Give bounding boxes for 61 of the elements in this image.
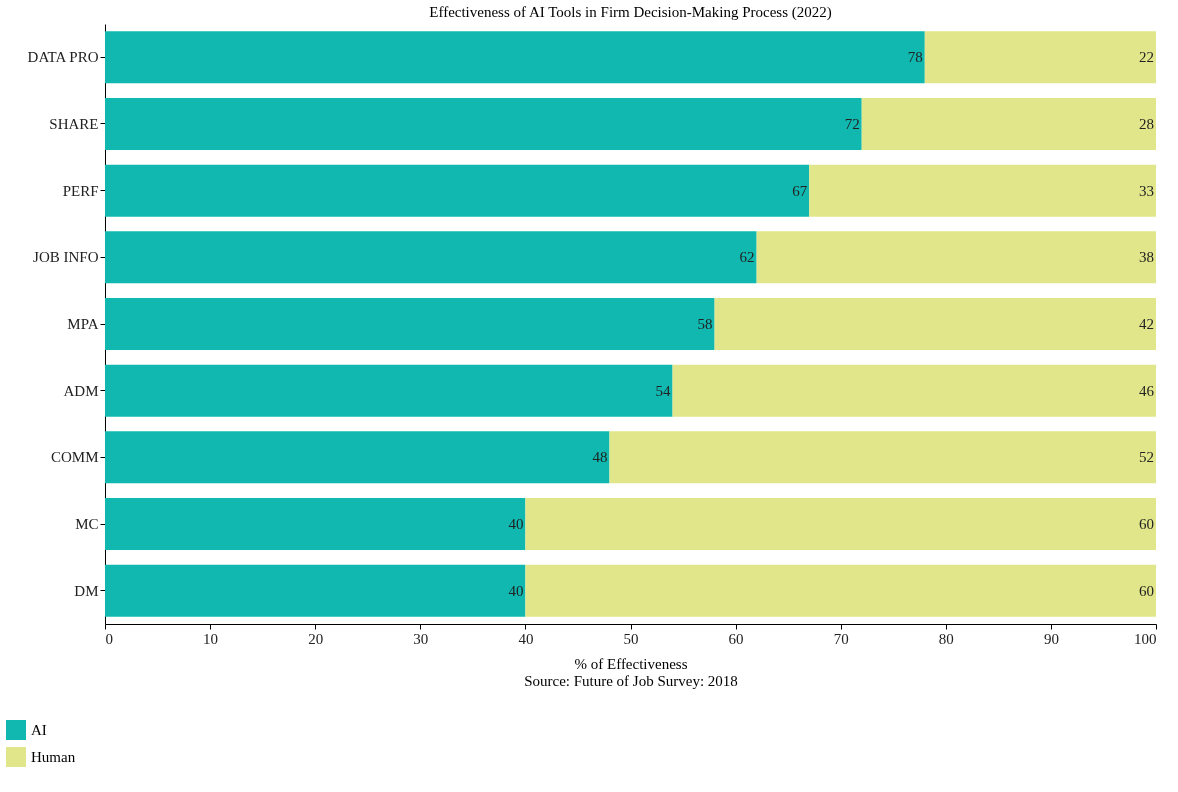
data-label: 46	[1139, 382, 1155, 399]
data-label: 60	[1139, 516, 1154, 532]
bar	[105, 364, 673, 417]
bar	[609, 431, 1156, 484]
bar	[756, 231, 1156, 284]
x-axis-title: % of Effectiveness	[574, 655, 688, 672]
data-label: 72	[844, 116, 860, 132]
data-label: 54	[655, 382, 672, 399]
legend-label: AI	[31, 722, 47, 738]
y-tick-label: DM	[74, 582, 99, 599]
bar	[105, 164, 810, 217]
data-label: 60	[1139, 582, 1154, 599]
data-label: 48	[592, 449, 608, 466]
data-label: 40	[508, 516, 524, 532]
x-tick-label: 100	[1134, 630, 1157, 647]
y-tick-label: ADM	[63, 382, 99, 399]
bar	[105, 431, 610, 484]
bar	[105, 231, 757, 284]
x-tick-label: 60	[728, 630, 744, 647]
x-tick-label: 40	[518, 630, 534, 647]
bar	[105, 298, 715, 350]
bar	[525, 498, 1156, 550]
x-tick-label: 50	[623, 630, 639, 647]
bar	[105, 498, 526, 550]
x-tick-label: 10	[203, 630, 219, 647]
data-label: 58	[697, 316, 713, 332]
bar	[672, 364, 1156, 417]
data-label: 42	[1139, 316, 1154, 332]
y-tick-label: PERF	[62, 182, 99, 199]
x-tick-label: 20	[308, 630, 324, 647]
legend-label: Human	[31, 749, 76, 765]
data-label: 78	[907, 49, 923, 66]
bar	[924, 31, 1156, 84]
x-tick-label: 0	[105, 630, 113, 647]
bar	[809, 164, 1156, 217]
chart-title: Effectiveness of AI Tools in Firm Decision-Making Process (2022)	[429, 4, 832, 21]
data-label: 62	[739, 249, 755, 266]
data-label: 28	[1139, 116, 1154, 132]
y-tick-label: DATA PRO	[27, 49, 99, 66]
y-tick-label: SHARE	[49, 116, 99, 132]
data-label: 33	[1139, 182, 1154, 199]
data-label: 38	[1139, 249, 1154, 266]
y-tick-label: MPA	[67, 316, 99, 332]
x-tick-label: 80	[938, 630, 954, 647]
x-tick-label: 70	[833, 630, 849, 647]
bar	[105, 31, 925, 84]
data-label: 67	[792, 182, 808, 199]
y-tick-label: COMM	[50, 449, 99, 466]
bar	[861, 98, 1156, 150]
bar	[714, 298, 1156, 350]
y-tick-label: JOB INFO	[33, 249, 99, 266]
bar	[105, 98, 862, 150]
data-label: 22	[1139, 49, 1154, 66]
bar	[525, 564, 1156, 617]
data-label: 40	[508, 582, 524, 599]
x-tick-label: 30	[413, 630, 429, 647]
bar	[105, 564, 526, 617]
y-tick-label: MC	[75, 516, 99, 532]
data-label: 52	[1139, 449, 1154, 466]
x-tick-label: 90	[1043, 630, 1059, 647]
source-note: Source: Future of Job Survey: 2018	[524, 672, 738, 689]
